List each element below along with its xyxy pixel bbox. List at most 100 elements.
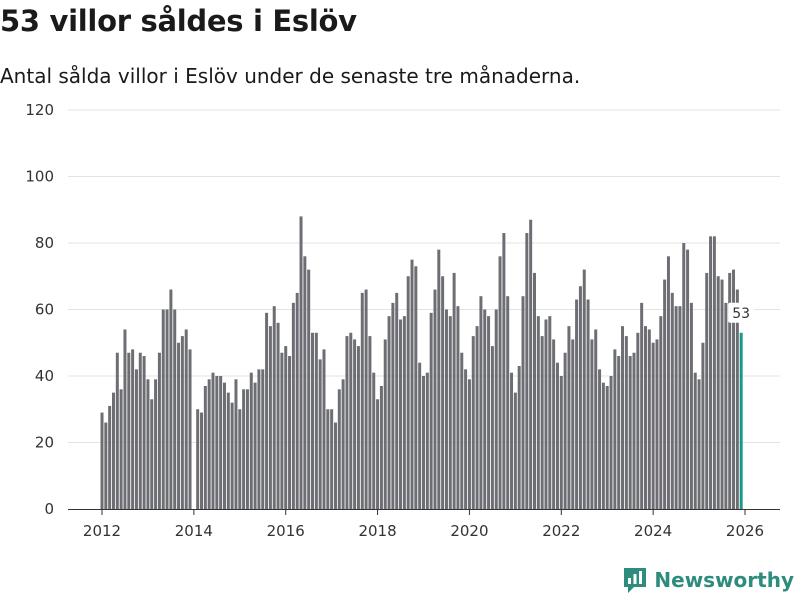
bar — [513, 392, 517, 510]
bar — [200, 412, 204, 509]
bar — [709, 236, 713, 509]
brand-logo: Newsworthy — [622, 566, 794, 594]
bar — [234, 379, 238, 509]
y-tick-label: 80 — [35, 234, 54, 252]
bar — [494, 309, 498, 509]
bar — [471, 336, 475, 509]
bar — [203, 385, 207, 509]
bar — [456, 306, 460, 509]
bar — [609, 376, 613, 509]
bar — [689, 302, 693, 509]
bar — [165, 309, 169, 509]
y-tick-label: 40 — [35, 367, 54, 385]
bar — [540, 336, 544, 509]
x-tick-label: 2018 — [358, 522, 396, 540]
bar — [123, 329, 127, 509]
bar — [705, 272, 709, 509]
bar — [617, 356, 621, 509]
bar — [598, 369, 602, 509]
bar — [697, 379, 701, 509]
bar — [364, 289, 368, 509]
bar — [429, 312, 433, 509]
bar — [169, 289, 173, 509]
bar — [226, 392, 230, 510]
bar — [265, 312, 269, 509]
bar — [391, 302, 395, 509]
bar — [142, 356, 146, 509]
bar — [498, 256, 502, 509]
bar — [295, 292, 299, 510]
bar — [444, 309, 448, 509]
bar — [724, 302, 728, 509]
bar — [624, 336, 628, 509]
bar — [487, 316, 491, 509]
bar — [517, 366, 521, 509]
axes: 0 20 40 60 80 100 120 2012 2014 2016 2018 2020 2022 2… — [25, 101, 780, 540]
bar — [525, 233, 529, 509]
bar — [644, 326, 647, 510]
chart-subtitle: Antal sålda villor i Eslöv under de sena… — [0, 64, 581, 88]
y-tick-label: 0 — [44, 500, 54, 518]
bar — [387, 316, 391, 509]
bar — [161, 309, 165, 509]
bar — [303, 256, 307, 509]
bar — [425, 372, 429, 509]
bar — [437, 249, 441, 509]
bar — [666, 256, 670, 509]
bar — [146, 379, 150, 509]
bar — [414, 266, 418, 509]
bar — [655, 339, 659, 509]
bar — [578, 286, 582, 509]
bar — [268, 326, 272, 510]
bar — [483, 309, 487, 509]
bar-chart-logo-icon — [624, 568, 647, 593]
bar — [521, 296, 525, 509]
bar — [284, 346, 288, 509]
bar — [670, 292, 674, 510]
bar — [222, 382, 226, 509]
bar — [341, 379, 345, 509]
bar — [590, 339, 594, 509]
bar — [548, 316, 552, 509]
bar — [330, 409, 334, 509]
bar — [582, 269, 586, 509]
bar — [712, 236, 716, 509]
bar — [150, 399, 154, 509]
bar — [230, 402, 234, 509]
bar — [441, 276, 445, 509]
bar — [628, 356, 632, 509]
bar — [402, 316, 406, 509]
bar — [674, 306, 678, 509]
bar — [460, 352, 464, 509]
bar — [326, 409, 330, 509]
bar — [467, 379, 471, 509]
bar — [111, 392, 115, 510]
bar — [353, 339, 357, 509]
bar — [131, 349, 135, 509]
bar — [291, 302, 295, 509]
bar — [257, 369, 261, 509]
bar — [594, 329, 598, 509]
bar — [433, 289, 437, 509]
bar — [314, 332, 318, 509]
bar — [376, 399, 380, 509]
bar — [536, 316, 540, 509]
bar — [716, 276, 720, 509]
bar — [215, 376, 219, 509]
bar — [693, 372, 697, 509]
bar — [686, 249, 690, 509]
bar — [207, 379, 211, 509]
bar — [636, 332, 640, 509]
y-tick-label: 60 — [35, 301, 54, 319]
bar — [621, 326, 625, 510]
bar — [318, 359, 322, 510]
bar — [502, 233, 506, 509]
data-label-background — [728, 302, 755, 323]
bar — [311, 332, 314, 509]
bar — [154, 379, 158, 509]
bar — [184, 329, 188, 509]
bar — [261, 369, 265, 509]
bar — [647, 329, 651, 509]
bar — [418, 362, 422, 509]
bar — [406, 276, 410, 509]
